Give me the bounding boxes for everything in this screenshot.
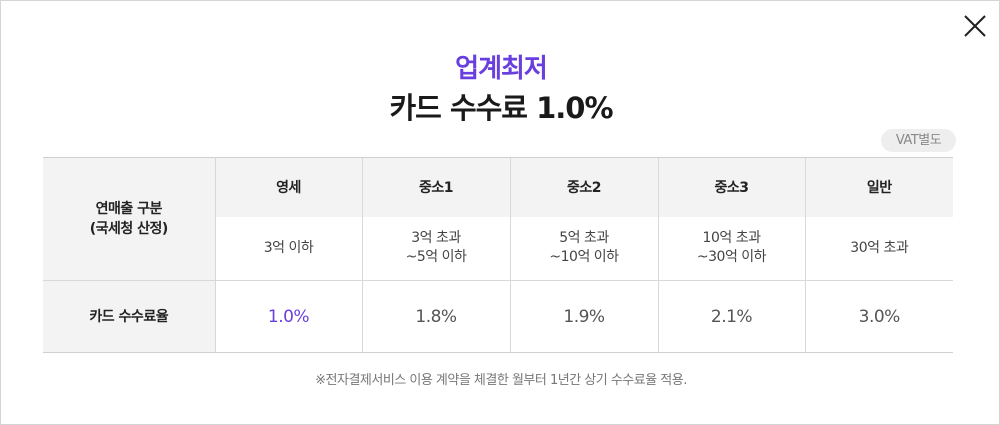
accent-title: 업계최저 bbox=[455, 54, 548, 84]
range-cell: 30억 초과 bbox=[804, 216, 953, 281]
column-header: 일반 bbox=[804, 157, 953, 217]
table-header-row: 연매출 구분 (국세청 산정) 영세 중소1 중소2 중소3 일반 bbox=[43, 157, 953, 281]
column-header: 중소3 bbox=[657, 157, 805, 217]
vat-badge: VAT별도 bbox=[881, 129, 956, 152]
fee-cell: 1.9% bbox=[509, 280, 658, 353]
range-cell: 3억 이하 bbox=[263, 239, 314, 256]
table-row-fee: 카드 수수료율 1.0% 1.8% 1.9% 2.1% 3.0% bbox=[43, 280, 953, 353]
table-row-range: 3억 이하 3억 초과 ~5억 이하 5억 초과 ~10억 이하 10억 초과 … bbox=[43, 216, 953, 281]
column-header: 영세 bbox=[215, 157, 362, 217]
range-cell: 10억 초과 ~30억 이하 bbox=[657, 216, 805, 281]
close-icon[interactable] bbox=[963, 14, 987, 38]
fee-cell: 3.0% bbox=[804, 280, 953, 353]
fee-cell: 1.8% bbox=[361, 280, 510, 353]
range-cell: 5억 초과 ~10억 이하 bbox=[509, 216, 658, 281]
column-header: 중소1 bbox=[361, 157, 510, 217]
modal-heading: 업계최저 카드 수수료 1.0% bbox=[1, 51, 1000, 128]
footnote: ※전자결제서비스 이용 계약을 체결한 월부터 1년간 상기 수수료율 적용. bbox=[315, 373, 687, 388]
close-button[interactable] bbox=[963, 14, 987, 38]
row-header-fee: 카드 수수료율 bbox=[43, 280, 216, 353]
range-cell: 3억 초과 ~5억 이하 bbox=[361, 216, 510, 281]
main-title: 카드 수수료 1.0% bbox=[389, 91, 613, 125]
column-header: 중소2 bbox=[509, 157, 658, 217]
fee-cell: 1.0% bbox=[215, 280, 362, 353]
fee-cell: 2.1% bbox=[657, 280, 805, 353]
row-header-category: 연매출 구분 (국세청 산정) bbox=[43, 157, 216, 281]
fee-table: 연매출 구분 (국세청 산정) 영세 중소1 중소2 중소3 일반 3억 이하 … bbox=[43, 157, 953, 353]
